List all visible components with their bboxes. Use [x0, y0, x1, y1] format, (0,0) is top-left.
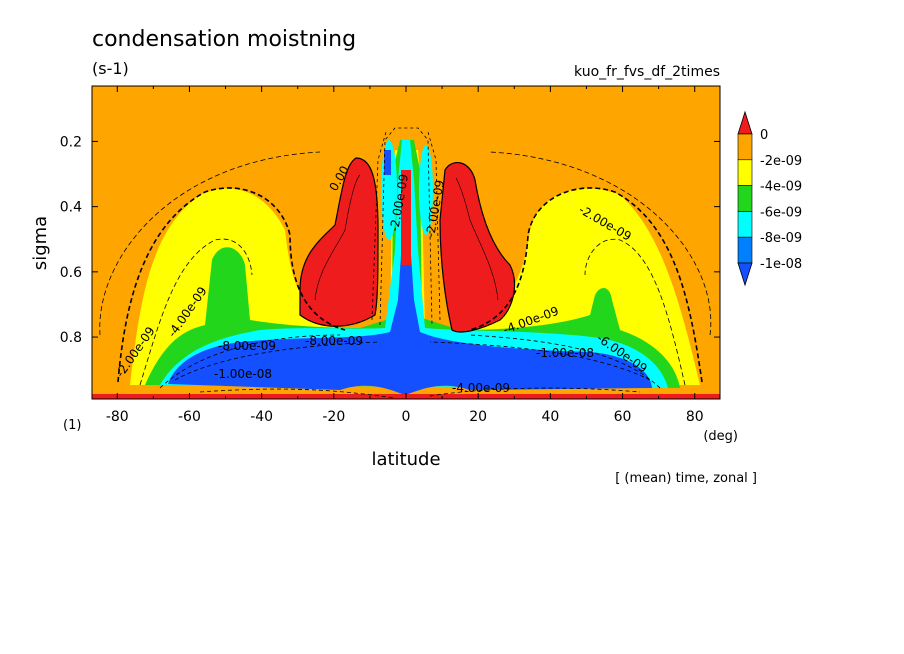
y-tick-label: 0.6: [60, 265, 82, 281]
footnote: [ (mean) time, zonal ]: [615, 471, 757, 486]
field-positive-equator: [401, 170, 411, 265]
contour-label: -8.00e-09: [218, 339, 276, 353]
x-tick-label: 20: [469, 409, 487, 425]
y-axis-unit: (1): [63, 418, 81, 433]
x-tick-label: -40: [250, 409, 273, 425]
field-upper-blue-left: [384, 150, 391, 175]
colorbar-swatch: [737, 236, 753, 264]
colorbar-swatch: [737, 211, 753, 238]
contour-label: -4.00e-09: [452, 381, 510, 395]
colorbar-top-arrow: [737, 110, 753, 135]
colorbar-swatch: [737, 159, 753, 186]
x-axis-unit: (deg): [703, 429, 738, 444]
contour-lines: [99, 127, 712, 399]
y-axis-label: sigma: [30, 216, 51, 270]
x-tick-label: -60: [178, 409, 201, 425]
colorbar-swatch: [737, 133, 753, 161]
plot-area: 0.00 -2.00e-09 -2.00e-09 -4.00e-09 -4.00…: [92, 86, 720, 399]
y-axis-ticks: 0.2 0.4 0.6 0.8: [60, 134, 720, 346]
x-tick-label: 0: [402, 409, 411, 425]
x-tick-label: 80: [686, 409, 704, 425]
x-tick-label: -20: [322, 409, 345, 425]
x-axis-label: latitude: [371, 449, 440, 470]
field-positive-right: [440, 162, 515, 332]
y-tick-label: 0.4: [60, 200, 82, 216]
contour-label: -1.00e-08: [214, 367, 272, 381]
field-upper-cyan-right: [419, 145, 433, 235]
field-level-6e-09-to-8e-09: [160, 140, 668, 388]
colorbar-label: -2e-09: [760, 154, 802, 169]
x-tick-label: 40: [541, 409, 559, 425]
colorbar-label: -8e-09: [760, 231, 802, 246]
x-axis-ticks: -80 -60 -40 -20 0 20 40 60 80: [106, 86, 704, 425]
colorbar-label: 0: [760, 128, 768, 143]
y-tick-label: 0.2: [60, 134, 82, 150]
colorbar: 0 -2e-09 -4e-09 -6e-09 -8e-09 -1e-08: [737, 110, 802, 287]
colorbar-label: -1e-08: [760, 257, 802, 272]
run-name-label: kuo_fr_fvs_df_2times: [574, 64, 720, 80]
x-tick-label: 60: [614, 409, 632, 425]
x-tick-label: -80: [106, 409, 129, 425]
colorbar-swatch: [737, 185, 753, 212]
contour-label: -1.00e-08: [536, 346, 594, 360]
field-positive-left: [300, 158, 378, 327]
contour-label: -8.00e-09: [305, 334, 363, 348]
units-label: (s-1): [92, 59, 129, 78]
colorbar-label: -6e-09: [760, 205, 802, 220]
chart-title: condensation moistning: [92, 27, 356, 52]
y-tick-label: 0.8: [60, 330, 82, 346]
colorbar-label: -4e-09: [760, 180, 802, 195]
field-level-below-1e-08: [168, 200, 652, 395]
colorbar-bottom-arrow: [737, 262, 753, 287]
